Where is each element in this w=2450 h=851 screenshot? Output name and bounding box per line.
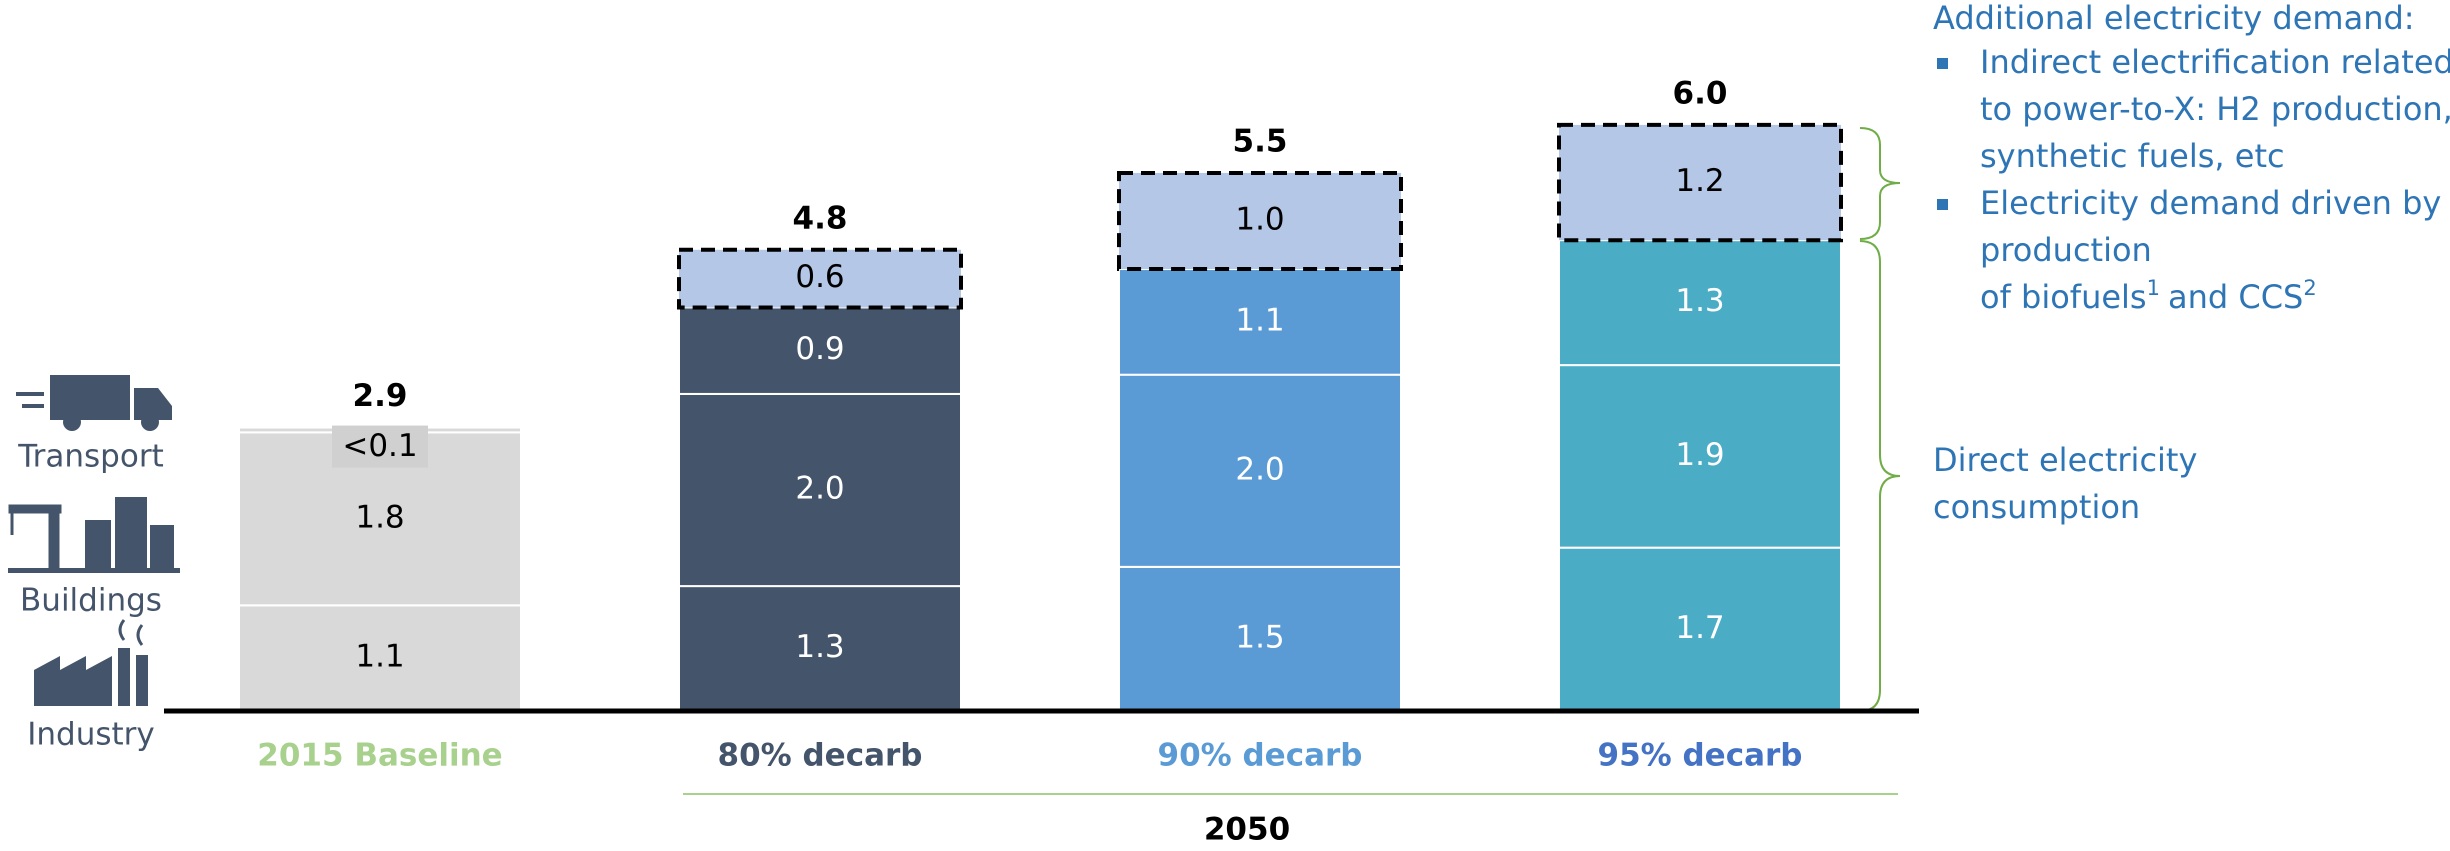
annotation-line: Indirect electrification related: [1980, 43, 2450, 81]
brace: [1859, 240, 1901, 712]
bar-segment: [678, 392, 962, 588]
value-label: 1.1: [1235, 302, 1284, 338]
bullet: [1937, 58, 1948, 69]
value-label: 1.9: [1675, 437, 1724, 473]
buildings-icon: [8, 497, 180, 573]
category-label: 95% decarb: [1598, 738, 1803, 774]
bar-segment: [1558, 546, 1842, 713]
series-label: Buildings: [20, 583, 162, 619]
annotation-heading: Additional electricity demand:: [1933, 0, 2415, 37]
transport-icon: [16, 375, 172, 431]
annotation-line: to power-to-X: H2 production,: [1980, 90, 2450, 128]
bar-segment: [678, 585, 962, 713]
value-label: 1.2: [1675, 163, 1724, 199]
value-label: 1.8: [355, 499, 404, 535]
bar-segment: [678, 306, 962, 395]
bar-segment: [1118, 373, 1402, 568]
category-label: 80% decarb: [718, 738, 923, 774]
direct-label: consumption: [1933, 488, 2140, 526]
category-label: 90% decarb: [1158, 738, 1363, 774]
value-label: 1.3: [1675, 283, 1724, 319]
brace: [1859, 127, 1901, 240]
bar-segment: [1118, 565, 1402, 712]
bullet: [1937, 199, 1948, 210]
bar-segment: [1118, 268, 1402, 376]
group-label: 2050: [1204, 812, 1290, 848]
annotation-line: synthetic fuels, etc: [1980, 137, 2285, 175]
bar-segment: [1117, 170, 1403, 272]
value-label: 0.6: [795, 259, 844, 295]
annotation-text: and CCS: [2168, 278, 2303, 316]
annotation-line: of biofuels1 and CCS2: [1980, 276, 2317, 316]
value-label: 1.7: [1675, 610, 1724, 646]
value-label: <0.1: [342, 428, 417, 464]
value-label: 1.1: [355, 639, 404, 675]
total-label: 2.9: [353, 378, 408, 414]
total-label: 4.8: [793, 200, 848, 236]
bar-segment: [1558, 239, 1842, 367]
annotation-line: Electricity demand driven by: [1980, 184, 2441, 222]
industry-icon: [34, 619, 148, 706]
value-label: 1.5: [1235, 619, 1284, 655]
total-label: 6.0: [1673, 75, 1728, 111]
annotation-text: 2: [2303, 276, 2316, 300]
annotation-text: of biofuels: [1980, 278, 2147, 316]
label-box: [332, 425, 428, 468]
value-label: 2.0: [795, 471, 844, 507]
total-label: 5.5: [1233, 123, 1288, 159]
value-label: 1.3: [795, 629, 844, 665]
value-label: 1.0: [1235, 201, 1284, 237]
bar-segment: [1557, 122, 1843, 243]
series-label: Transport: [17, 439, 163, 475]
value-label: 2.0: [1235, 451, 1284, 487]
annotation-text: 1: [2147, 276, 2160, 300]
value-label: 0.9: [795, 331, 844, 367]
annotation-line: production: [1980, 231, 2152, 269]
category-label: 2015 Baseline: [257, 738, 502, 774]
series-label: Industry: [27, 717, 155, 753]
bar-segment: [677, 247, 963, 310]
direct-label: Direct electricity: [1933, 441, 2197, 479]
bar-segment: [1558, 364, 1842, 549]
